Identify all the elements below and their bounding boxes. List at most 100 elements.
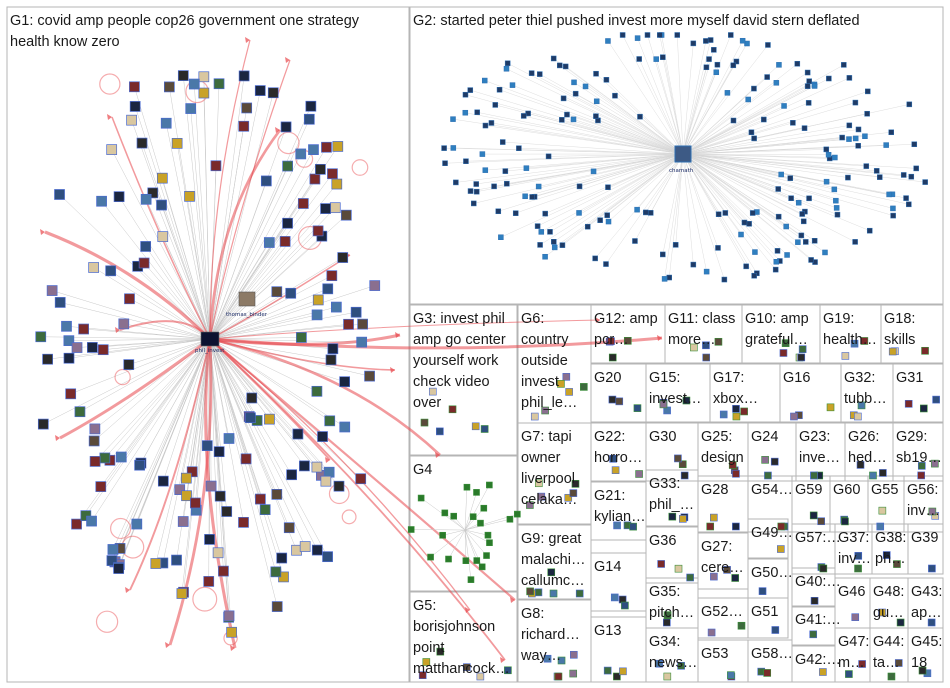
g2-node[interactable] <box>788 195 794 201</box>
g2-node[interactable] <box>619 32 626 38</box>
g1-node[interactable] <box>180 472 192 484</box>
g2-node[interactable] <box>866 227 873 234</box>
g1-node[interactable] <box>129 101 141 112</box>
g2-node[interactable] <box>839 134 845 141</box>
group-node-g35[interactable] <box>663 611 672 619</box>
g2-node[interactable] <box>730 117 737 124</box>
g2-node[interactable] <box>481 77 488 84</box>
g2-node[interactable] <box>787 175 794 181</box>
g4-node[interactable] <box>441 509 449 517</box>
g2-node[interactable] <box>647 210 654 216</box>
g1-node[interactable] <box>134 459 145 471</box>
g2-node[interactable] <box>803 239 809 245</box>
group-node-g30[interactable] <box>680 471 689 480</box>
g2-node[interactable] <box>707 37 714 43</box>
group-node-g49[interactable] <box>777 545 785 553</box>
group-node-g56[interactable] <box>928 507 937 516</box>
group-node-g27[interactable] <box>723 566 731 574</box>
g4-node[interactable] <box>427 553 434 561</box>
group-node-g30[interactable] <box>678 460 687 469</box>
g1-node[interactable] <box>177 516 189 527</box>
g1-node[interactable] <box>271 286 283 298</box>
group-node-g5[interactable] <box>436 647 445 656</box>
g2-node[interactable] <box>538 229 545 235</box>
g2-node[interactable] <box>643 209 649 216</box>
g2-node[interactable] <box>865 88 871 95</box>
g2-node[interactable] <box>520 113 527 119</box>
g2-node[interactable] <box>590 168 597 175</box>
g1-node[interactable] <box>99 452 111 464</box>
group-node-g41[interactable] <box>809 630 818 639</box>
g2-node[interactable] <box>504 60 511 67</box>
phil-invest-hub-node[interactable] <box>200 331 220 347</box>
g2-node[interactable] <box>463 158 469 164</box>
g1-node[interactable] <box>138 257 150 269</box>
g2-node[interactable] <box>537 71 543 77</box>
g1-node[interactable] <box>42 353 53 365</box>
g2-node[interactable] <box>795 239 801 245</box>
g2-node[interactable] <box>743 263 749 270</box>
group-node-g28[interactable] <box>732 522 740 531</box>
g2-node[interactable] <box>776 62 782 68</box>
g1-node[interactable] <box>282 217 293 229</box>
g4-node[interactable] <box>469 513 477 520</box>
g2-node[interactable] <box>751 85 757 92</box>
g1-node[interactable] <box>213 446 225 458</box>
group-node-g9[interactable] <box>534 588 543 597</box>
g2-node[interactable] <box>653 56 659 62</box>
g2-node[interactable] <box>728 32 734 38</box>
group-node-g59[interactable] <box>817 517 825 526</box>
g1-node[interactable] <box>113 191 125 203</box>
g2-node[interactable] <box>764 74 770 80</box>
g2-node[interactable] <box>795 199 802 206</box>
g2-node[interactable] <box>529 194 535 200</box>
g2-node[interactable] <box>781 103 787 109</box>
group-node-g18[interactable] <box>888 347 897 356</box>
g2-node[interactable] <box>523 165 530 171</box>
group-node-g5[interactable] <box>422 658 431 666</box>
g2-node[interactable] <box>811 238 818 244</box>
g2-node[interactable] <box>550 55 557 62</box>
group-node-g46[interactable] <box>851 613 860 621</box>
group-node-g22[interactable] <box>609 454 617 463</box>
group-node-g6[interactable] <box>557 380 565 388</box>
g4-node[interactable] <box>462 557 470 564</box>
g1-node[interactable] <box>63 335 75 346</box>
g2-node[interactable] <box>715 211 722 217</box>
g1-node[interactable] <box>286 469 297 481</box>
group-node-g24[interactable] <box>770 457 779 466</box>
g1-node[interactable] <box>63 352 75 364</box>
g1-node[interactable] <box>311 309 323 321</box>
g2-node[interactable] <box>913 165 919 172</box>
group-node-g10[interactable] <box>797 353 806 362</box>
g1-node[interactable] <box>337 252 349 263</box>
g1-node[interactable] <box>240 453 252 465</box>
g1-node[interactable] <box>106 144 118 155</box>
group-node-g48[interactable] <box>896 618 905 627</box>
g2-node[interactable] <box>832 154 838 161</box>
group-node-g43[interactable] <box>927 618 936 627</box>
group-node-g15[interactable] <box>659 400 668 409</box>
g1-node[interactable] <box>156 172 168 184</box>
g2-node[interactable] <box>545 153 552 160</box>
group-node-g12[interactable] <box>607 337 615 345</box>
group-node-g28[interactable] <box>710 513 718 522</box>
group-node-g21[interactable] <box>613 521 621 530</box>
g2-node[interactable] <box>801 125 808 131</box>
g1-node[interactable] <box>205 480 217 492</box>
g2-node[interactable] <box>799 211 805 217</box>
g1-node[interactable] <box>61 320 72 332</box>
group-node-g38[interactable] <box>893 560 901 568</box>
group-node-g15[interactable] <box>682 396 691 405</box>
g1-node[interactable] <box>218 565 229 577</box>
g2-node[interactable] <box>564 111 570 118</box>
group-node-g7[interactable] <box>571 480 580 488</box>
g2-node[interactable] <box>534 223 541 229</box>
g1-node[interactable] <box>263 237 275 248</box>
g1-node[interactable] <box>260 175 272 187</box>
g2-node[interactable] <box>496 87 503 93</box>
g2-node[interactable] <box>845 174 851 181</box>
group-node-g5[interactable] <box>462 663 471 671</box>
g2-node[interactable] <box>467 87 474 93</box>
g4-node[interactable] <box>407 526 415 533</box>
